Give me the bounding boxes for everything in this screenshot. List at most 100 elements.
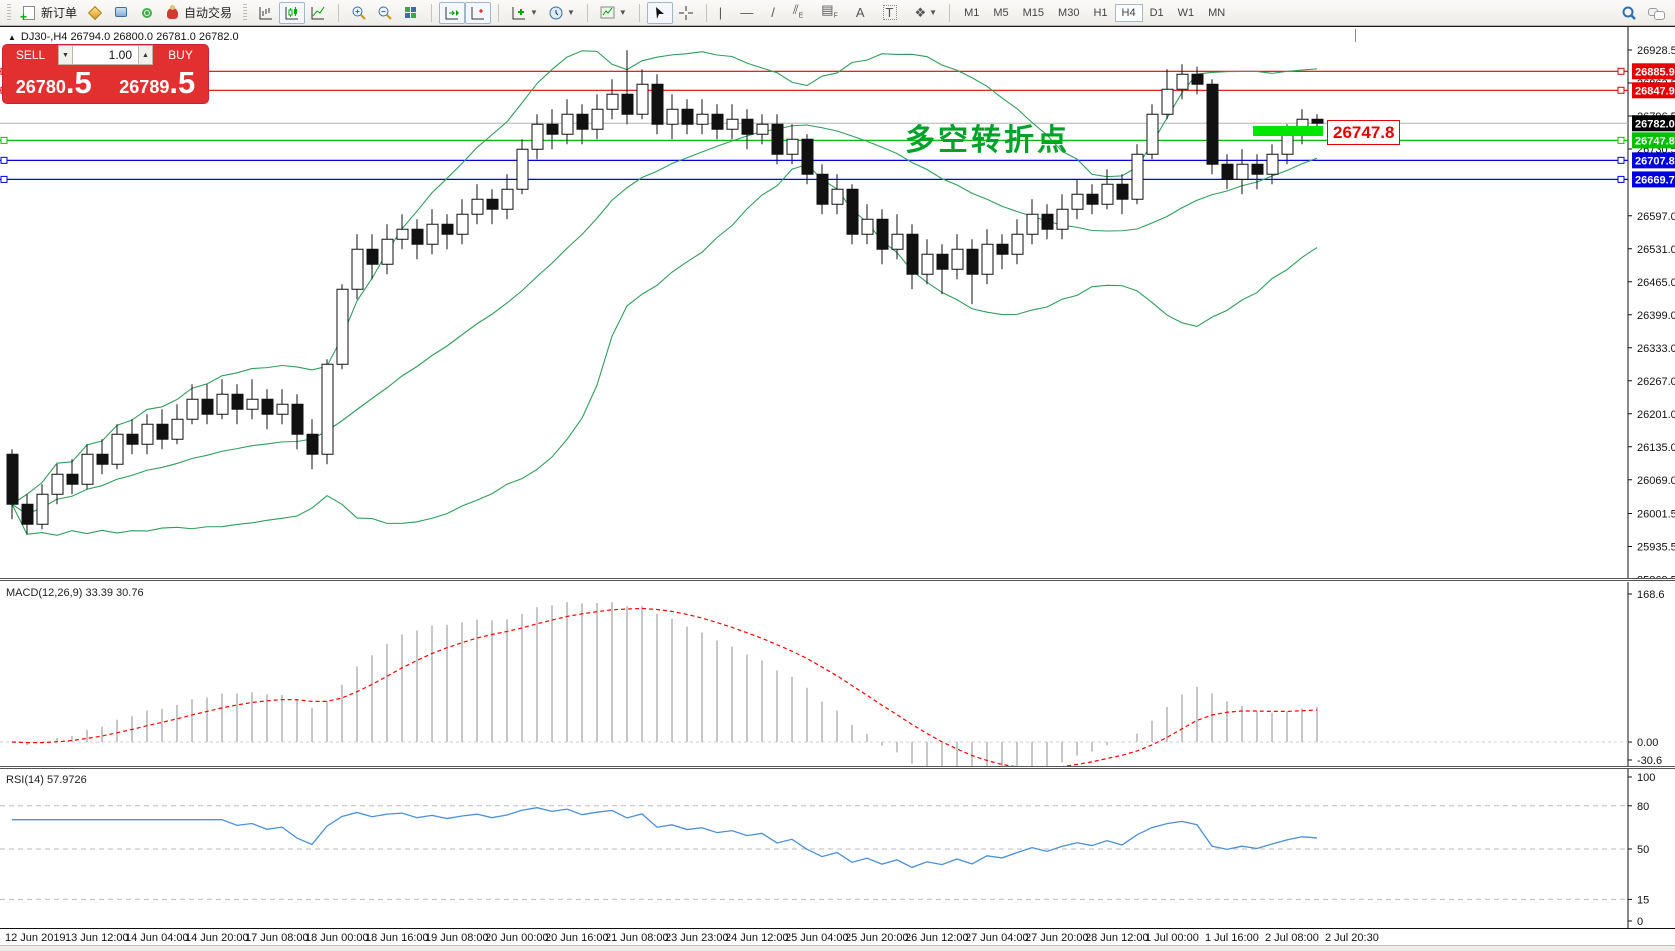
macd-pane-canvas[interactable]: 168.6 0.00 -30.6: [0, 582, 1675, 766]
candle-body: [276, 403, 289, 415]
community-chat-button[interactable]: [1642, 2, 1668, 24]
candle-body: [51, 473, 64, 495]
templates-button[interactable]: ▼: [595, 2, 632, 24]
dropdown-caret-icon: ▼: [929, 8, 938, 17]
rsi-line: [12, 807, 1318, 869]
price-chart-canvas[interactable]: 26928.526862.526796.526730.526597.026531…: [0, 27, 1675, 579]
volume-increase-button[interactable]: ▲: [138, 45, 153, 65]
level-line-handle: [0, 175, 8, 183]
line-chart-button[interactable]: [305, 2, 331, 24]
indicators-button[interactable]: ▼: [506, 2, 543, 24]
timeframe-button-MN[interactable]: MN: [1208, 6, 1226, 19]
chart-shift-button[interactable]: [465, 1, 492, 24]
price-level-tag-text: 26669.7: [1635, 174, 1675, 186]
candle-body: [456, 213, 469, 235]
candle-body: [951, 248, 964, 270]
collapse-icon[interactable]: ▲: [8, 32, 16, 42]
main-toolbar: + 新订单 自动交易 ▼ ▼ ▼ |: [0, 0, 1675, 26]
auto-scroll-button[interactable]: [439, 1, 466, 24]
time-axis-label: 25 Jun 20:00: [845, 932, 909, 944]
candle-body: [846, 188, 859, 235]
time-axis[interactable]: 12 Jun 2019 13 Jun 12:00 14 Jun 04:00 14 Ju…: [0, 928, 1675, 946]
timeframe-button-H4[interactable]: H4: [1114, 3, 1143, 22]
vertical-line-icon: |: [718, 5, 723, 20]
candle-body: [606, 93, 619, 110]
candle-body: [1251, 163, 1264, 175]
volume-decrease-button[interactable]: ▼: [58, 45, 73, 65]
terminal-button[interactable]: [108, 2, 134, 24]
arrows-button[interactable]: ❖ ▼: [910, 2, 943, 24]
volume-input[interactable]: 1.00: [73, 45, 138, 65]
tile-windows-button[interactable]: [398, 2, 424, 24]
crosshair-button[interactable]: [673, 2, 699, 24]
timeframe-button-D1[interactable]: D1: [1149, 6, 1164, 19]
fibonacci-button[interactable]: ▤F: [816, 2, 843, 24]
candle-body: [576, 113, 589, 130]
zoom-in-button[interactable]: [346, 2, 372, 24]
text-label-icon: T: [882, 5, 897, 20]
zoom-out-button[interactable]: [372, 2, 398, 24]
price-level-tag-text: 26782.0: [1635, 118, 1675, 130]
candle-body: [321, 363, 334, 455]
toolbar-drag-handle[interactable]: [243, 3, 248, 22]
chinese-annotation-text: 多空转折点: [905, 124, 1070, 157]
price-tick-label: 26001.5: [1637, 509, 1675, 521]
price-level-tag-text: 26847.9: [1635, 85, 1675, 97]
bar-chart-button[interactable]: [253, 2, 279, 24]
chart-shift-marker[interactable]: [1355, 29, 1356, 42]
timeframe-button-M1[interactable]: M1: [964, 6, 980, 19]
buy-price-panel[interactable]: 26789 .5: [106, 65, 208, 103]
green-highlight-segment[interactable]: [1253, 126, 1323, 136]
price-level-tag: [1632, 115, 1675, 132]
rsi-axis-label: 50: [1637, 844, 1649, 856]
text-button[interactable]: A: [851, 2, 870, 24]
buy-button[interactable]: BUY: [153, 45, 208, 65]
candle-body: [1041, 213, 1054, 230]
time-axis-label: 21 Jun 08:00: [605, 932, 669, 944]
candle-body: [531, 123, 544, 150]
candle-body: [96, 453, 109, 465]
cursor-button[interactable]: [646, 1, 673, 24]
toolbar-drag-handle[interactable]: [7, 3, 11, 22]
sell-button[interactable]: SELL: [3, 45, 58, 65]
sell-price-panel[interactable]: 26780 .5: [3, 65, 105, 103]
candle-body: [1146, 113, 1159, 155]
rsi-pane-canvas[interactable]: 100 80 50 15 0: [0, 769, 1675, 928]
candle-body: [1011, 233, 1024, 255]
channel-button[interactable]: ⫽E: [788, 2, 808, 24]
timeframe-button-W1[interactable]: W1: [1177, 6, 1195, 19]
time-axis-label: 17 Jun 08:00: [245, 932, 309, 944]
dropdown-caret-icon: ▼: [566, 8, 575, 17]
strategy-tester-button[interactable]: [134, 2, 160, 24]
pane-separator[interactable]: [0, 578, 1675, 581]
periods-button[interactable]: ▼: [543, 2, 580, 24]
auto-trading-button[interactable]: 自动交易: [160, 2, 237, 24]
vertical-line-button[interactable]: |: [714, 2, 727, 24]
timeframe-button-H1[interactable]: H1: [1093, 6, 1108, 19]
timeframe-button-M15[interactable]: M15: [1022, 6, 1045, 19]
terminal-icon: [113, 5, 129, 21]
line-chart-icon: [310, 5, 326, 21]
new-order-button[interactable]: + 新订单: [17, 2, 82, 24]
price-tag-label[interactable]: 26747.8: [1327, 120, 1401, 145]
timeframe-button-M30[interactable]: M30: [1058, 6, 1080, 19]
horizontal-line-button[interactable]: —: [735, 2, 758, 24]
time-axis-label: 19 Jun 08:00: [425, 932, 489, 944]
rsi-axis-label: 15: [1637, 894, 1649, 906]
price-level-tag: [1632, 82, 1675, 99]
search-button[interactable]: [1616, 2, 1642, 24]
profiles-button[interactable]: [82, 2, 108, 24]
trendline-button[interactable]: /: [766, 2, 780, 24]
candle-body: [831, 188, 844, 205]
rsi-axis-label: 100: [1637, 772, 1655, 784]
bollinger-middle-band: [11, 124, 1318, 515]
candle-body: [66, 473, 79, 485]
candlestick-chart-button[interactable]: [279, 1, 306, 24]
timeframe-button-M5[interactable]: M5: [993, 6, 1009, 19]
text-label-button[interactable]: T: [878, 2, 902, 24]
price-tick-label: 26201.0: [1637, 409, 1675, 421]
pane-separator[interactable]: [0, 766, 1675, 769]
zoom-in-icon: [351, 5, 367, 21]
candle-body: [771, 123, 784, 155]
candle-body: [1221, 163, 1234, 180]
